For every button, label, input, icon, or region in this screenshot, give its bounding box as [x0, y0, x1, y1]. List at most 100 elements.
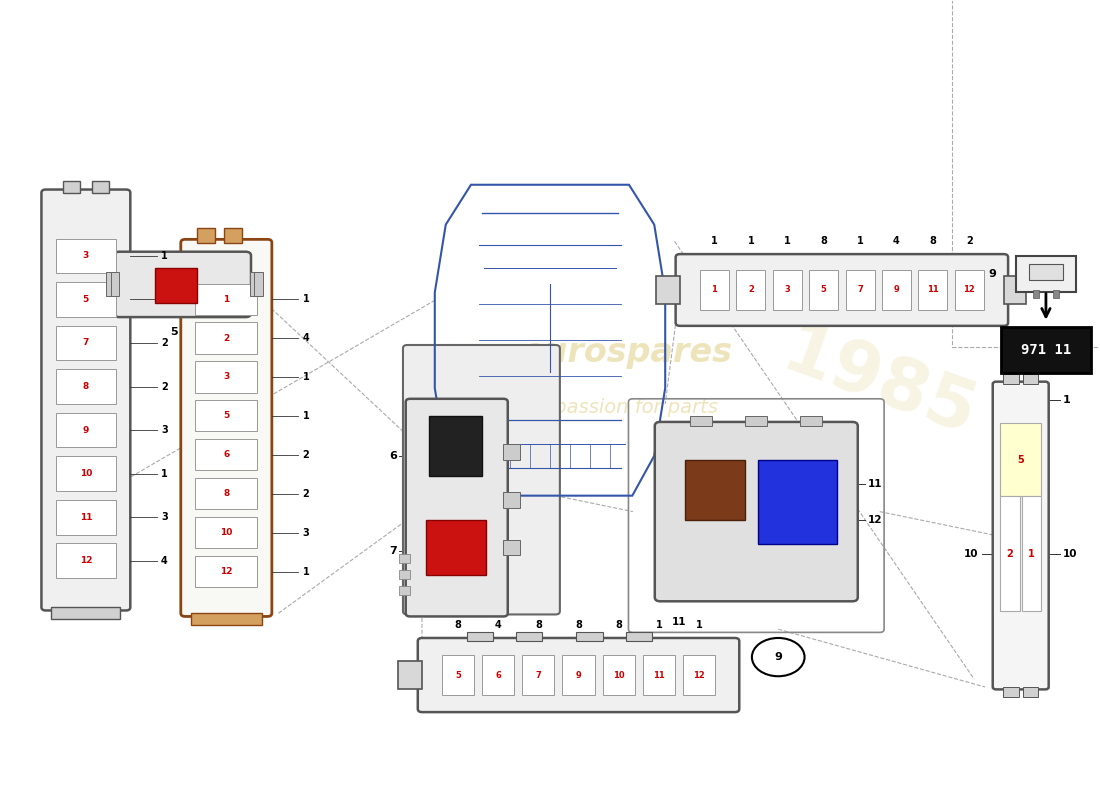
Text: 12: 12: [79, 556, 92, 565]
Text: 3: 3: [223, 373, 230, 382]
Text: 2: 2: [161, 294, 168, 305]
Bar: [691, 416, 713, 426]
Text: 1: 1: [302, 372, 309, 382]
Text: 11: 11: [672, 618, 686, 627]
Text: 1: 1: [302, 294, 309, 304]
Bar: [504, 539, 520, 555]
Text: 12: 12: [868, 514, 882, 525]
Text: 10: 10: [79, 469, 92, 478]
Text: 9: 9: [82, 426, 89, 434]
Text: 9: 9: [988, 269, 996, 279]
FancyBboxPatch shape: [403, 345, 560, 614]
Bar: [1000, 423, 1042, 496]
Bar: [197, 228, 215, 242]
Text: 10: 10: [964, 549, 979, 558]
Text: eurospares: eurospares: [521, 336, 733, 369]
Text: 2: 2: [1006, 549, 1013, 558]
Text: 3: 3: [161, 512, 168, 522]
Bar: [107, 273, 116, 296]
Bar: [955, 270, 983, 310]
Text: 4: 4: [893, 236, 900, 246]
Bar: [196, 478, 257, 510]
Bar: [810, 270, 838, 310]
Bar: [399, 554, 410, 563]
Text: 7: 7: [857, 286, 862, 294]
Text: 7: 7: [536, 670, 541, 679]
Bar: [466, 631, 493, 641]
Bar: [399, 586, 410, 595]
Text: 10: 10: [1063, 549, 1078, 558]
FancyBboxPatch shape: [654, 422, 858, 602]
Bar: [746, 416, 767, 426]
Text: 6: 6: [223, 450, 230, 459]
FancyBboxPatch shape: [418, 638, 739, 712]
Text: 1: 1: [161, 291, 168, 302]
Text: 3: 3: [302, 528, 309, 538]
Text: 5: 5: [223, 411, 230, 420]
Text: 5: 5: [169, 327, 177, 338]
Bar: [800, 416, 822, 426]
Bar: [1003, 276, 1025, 304]
Text: 12: 12: [693, 670, 705, 679]
Bar: [642, 654, 675, 695]
Bar: [155, 269, 197, 302]
Text: 8: 8: [930, 236, 936, 246]
Text: 7: 7: [389, 546, 397, 557]
Text: 4: 4: [302, 333, 309, 343]
Bar: [63, 181, 80, 193]
Text: 8: 8: [615, 620, 623, 630]
Text: 9: 9: [893, 286, 900, 294]
Text: 8: 8: [82, 382, 89, 391]
Bar: [504, 444, 520, 460]
Text: 971 11: 971 11: [1021, 342, 1071, 357]
Bar: [522, 654, 554, 695]
Text: 2: 2: [302, 489, 309, 498]
Bar: [224, 228, 242, 242]
FancyBboxPatch shape: [675, 254, 1008, 326]
Text: 1: 1: [161, 469, 168, 478]
Bar: [190, 614, 262, 626]
Text: 3: 3: [784, 286, 790, 294]
Text: 10: 10: [613, 670, 625, 679]
Bar: [736, 270, 766, 310]
Text: 1: 1: [161, 251, 168, 261]
Bar: [516, 631, 542, 641]
Bar: [1000, 496, 1020, 611]
Text: 1: 1: [223, 294, 230, 303]
Text: a passion for parts: a passion for parts: [536, 398, 717, 418]
Bar: [1022, 496, 1042, 611]
Bar: [196, 362, 257, 393]
Bar: [196, 400, 257, 431]
Text: 1: 1: [696, 620, 703, 630]
Bar: [846, 270, 874, 310]
Bar: [1023, 687, 1038, 697]
Bar: [56, 500, 116, 534]
Text: 5: 5: [455, 670, 461, 679]
Text: 9: 9: [774, 652, 782, 662]
Text: 11: 11: [927, 286, 938, 294]
Bar: [426, 519, 486, 575]
Bar: [1030, 264, 1063, 280]
Text: 7: 7: [82, 338, 89, 347]
Bar: [254, 273, 263, 296]
Bar: [759, 460, 837, 543]
Bar: [196, 283, 257, 314]
Text: 1: 1: [1028, 549, 1035, 558]
Bar: [482, 654, 514, 695]
Text: 2: 2: [302, 450, 309, 460]
FancyBboxPatch shape: [114, 252, 251, 317]
FancyBboxPatch shape: [42, 190, 130, 610]
Bar: [1053, 290, 1059, 298]
Text: 9: 9: [575, 670, 582, 679]
Text: 10: 10: [220, 528, 232, 537]
Text: 1: 1: [1063, 395, 1070, 405]
Bar: [91, 181, 109, 193]
FancyBboxPatch shape: [406, 399, 508, 617]
Text: 2: 2: [161, 382, 168, 391]
Text: 1: 1: [302, 411, 309, 421]
Text: 12: 12: [220, 567, 232, 576]
Bar: [504, 492, 520, 508]
Bar: [442, 654, 474, 695]
Text: 1: 1: [656, 620, 662, 630]
Text: 8: 8: [223, 490, 230, 498]
